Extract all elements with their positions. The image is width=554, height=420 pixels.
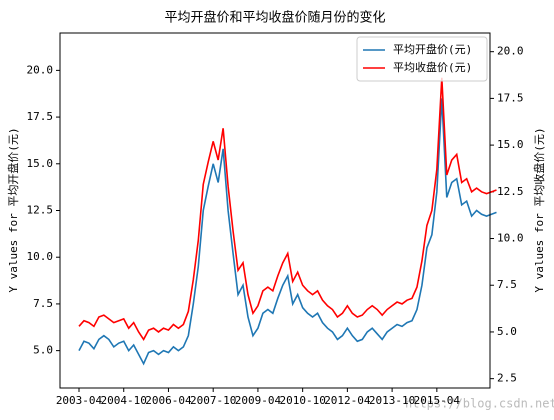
x-tick-label: 2010-10	[279, 394, 325, 407]
y2-tick-label: 20.0	[497, 45, 524, 58]
y2-tick-label: 7.5	[497, 278, 517, 291]
y-tick-label: 17.5	[27, 110, 54, 123]
x-tick-label: 2006-04	[145, 394, 192, 407]
y2-tick-label: 15.0	[497, 138, 524, 151]
y2-tick-label: 2.5	[497, 372, 517, 385]
y2-tick-label: 5.0	[497, 325, 517, 338]
x-tick-label: 2012-04	[324, 394, 371, 407]
x-tick-label: 2015-04	[414, 394, 461, 407]
x-tick-label: 2007-10	[190, 394, 236, 407]
y-tick-label: 15.0	[27, 157, 54, 170]
x-tick-label: 2009-04	[235, 394, 282, 407]
x-tick-label: 2003-04	[56, 394, 103, 407]
y-tick-label: 10.0	[27, 250, 54, 263]
chart-title: 平均开盘价和平均收盘价随月份的变化	[164, 10, 385, 26]
legend-label: 平均开盘价(元)	[393, 42, 472, 56]
data-line	[78, 98, 497, 366]
y-tick-label: 5.0	[33, 344, 53, 357]
y-tick-label: 7.5	[33, 297, 53, 310]
legend-label: 平均收盘价(元)	[393, 60, 472, 74]
legend: 平均开盘价(元) 平均收盘价(元)	[356, 36, 488, 82]
x-tick-label: 2004-10	[101, 394, 147, 407]
y2-tick-label: 10.0	[497, 232, 524, 245]
y-tick-label: 20.0	[27, 63, 54, 76]
y2-axis-label: Y values for 平均收盘价(元)	[532, 127, 546, 292]
x-tick-label: 2013-10	[369, 394, 415, 407]
y-tick-label: 12.5	[27, 204, 54, 217]
y2-tick-label: 17.5	[497, 91, 524, 104]
y2-tick-label: 12.5	[497, 185, 524, 198]
plot-frame	[59, 32, 491, 389]
y-axis-label: Y values for 平均开盘价(元)	[6, 127, 20, 292]
watermark: https://blog.csdn.net/qq_43353612	[405, 397, 554, 411]
data-line	[78, 77, 497, 341]
legend-box	[356, 36, 488, 82]
